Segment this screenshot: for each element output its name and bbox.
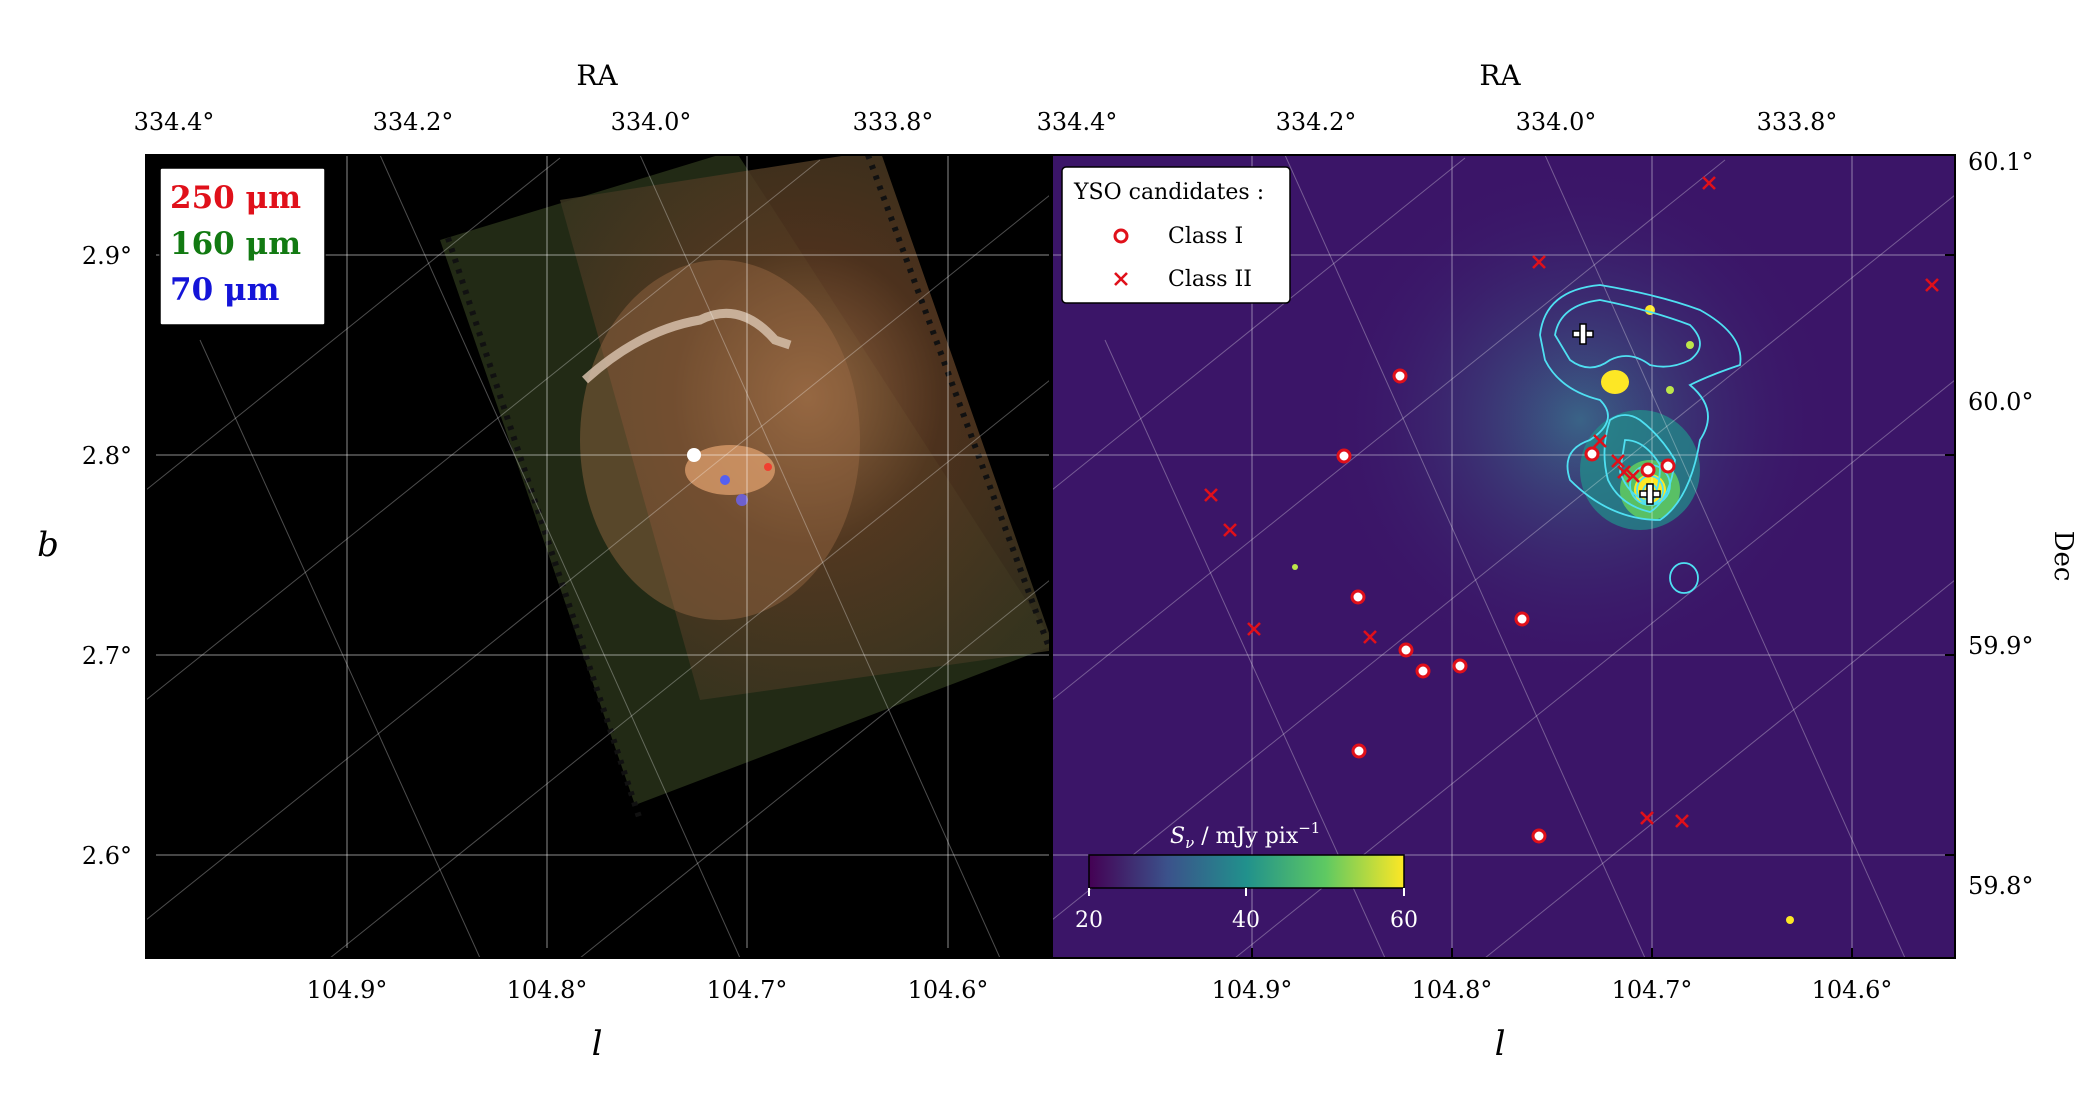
plus-marker bbox=[1639, 483, 1661, 505]
right-panel: YSO candidates : Class I Class II Sν / m… bbox=[1037, 59, 2078, 1064]
left-y-tick-3: 2.7° bbox=[82, 642, 132, 670]
class2-marker bbox=[1532, 255, 1546, 269]
legend-160um: 160 μm bbox=[170, 226, 301, 262]
class1-marker bbox=[1351, 743, 1367, 759]
source-markers bbox=[1572, 323, 1661, 505]
class1-legend-label: Class I bbox=[1168, 224, 1243, 249]
right-x-tick-1: 104.9° bbox=[1212, 976, 1293, 1004]
class1-marker bbox=[1531, 828, 1547, 844]
right-y-tick-2: 60.0° bbox=[1968, 388, 2033, 416]
left-y-tick-4: 2.6° bbox=[82, 842, 132, 870]
legend-70um: 70 μm bbox=[170, 272, 280, 308]
class1-marker bbox=[1392, 368, 1408, 384]
class2-marker bbox=[1675, 814, 1689, 828]
class2-legend-label: Class II bbox=[1168, 267, 1252, 292]
right-ticks bbox=[1251, 254, 1955, 958]
left-x-tick-4: 104.6° bbox=[908, 976, 989, 1004]
left-panel: 250 μm 160 μm 70 μm RA 334.4° 334.2° 334… bbox=[37, 59, 1051, 1064]
left-x-tick-3: 104.7° bbox=[707, 976, 788, 1004]
right-x-tick-2: 104.8° bbox=[1412, 976, 1493, 1004]
left-x-tick-1: 104.9° bbox=[307, 976, 388, 1004]
colorbar: Sν / mJy pix−1 20 40 60 bbox=[1075, 819, 1418, 933]
class2-marker bbox=[1925, 278, 1939, 292]
right-y-tick-4: 59.8° bbox=[1968, 872, 2033, 900]
class1-marker bbox=[1398, 642, 1414, 658]
class1-marker bbox=[1452, 658, 1468, 674]
left-top-tick-2: 334.2° bbox=[373, 108, 454, 136]
class2-marker bbox=[1247, 622, 1261, 636]
class2-marker bbox=[1204, 488, 1218, 502]
class1-marker bbox=[1660, 458, 1676, 474]
left-panel-frame bbox=[145, 154, 1051, 959]
right-y-tick-1: 60.1° bbox=[1968, 148, 2033, 176]
class1-marker bbox=[1640, 462, 1656, 478]
colorbar-tick-40: 40 bbox=[1232, 908, 1260, 933]
class2-marker bbox=[1593, 434, 1607, 448]
left-top-tick-4: 333.8° bbox=[853, 108, 934, 136]
class2-marker bbox=[1363, 630, 1377, 644]
yso-legend: YSO candidates : Class I Class II bbox=[1061, 166, 1291, 304]
right-x-tick-4: 104.6° bbox=[1812, 976, 1893, 1004]
right-y-axis-label: Dec bbox=[2048, 531, 2078, 582]
class2-marker bbox=[1617, 465, 1631, 479]
right-top-tick-4: 333.8° bbox=[1757, 108, 1838, 136]
class1-marker bbox=[1350, 589, 1366, 605]
right-top-axis-label: RA bbox=[1479, 59, 1521, 92]
class1-marker bbox=[1415, 663, 1431, 679]
class2-markers bbox=[1204, 176, 1939, 828]
right-y-tick-3: 59.9° bbox=[1968, 632, 2033, 660]
left-x-tick-2: 104.8° bbox=[507, 976, 588, 1004]
colorbar-tick-20: 20 bbox=[1075, 908, 1103, 933]
left-top-tick-1: 334.4° bbox=[134, 108, 215, 136]
left-y-axis-label: b bbox=[37, 525, 59, 565]
left-top-axis-label: RA bbox=[576, 59, 618, 92]
left-top-tick-3: 334.0° bbox=[611, 108, 692, 136]
plus-marker bbox=[1572, 323, 1594, 345]
class1-legend-marker bbox=[1113, 228, 1129, 244]
right-panel-frame bbox=[1051, 154, 1956, 959]
left-ticks bbox=[146, 154, 949, 958]
left-rgb-image bbox=[440, 155, 1050, 821]
class2-marker bbox=[1626, 469, 1640, 483]
right-top-tick-3: 334.0° bbox=[1516, 108, 1597, 136]
right-x-tick-3: 104.7° bbox=[1612, 976, 1693, 1004]
class2-marker bbox=[1702, 176, 1716, 190]
class1-marker bbox=[1514, 611, 1530, 627]
colorbar-tick-60: 60 bbox=[1390, 908, 1418, 933]
left-y-tick-1: 2.9° bbox=[82, 242, 132, 270]
left-x-axis-label: l bbox=[592, 1024, 603, 1064]
class2-marker bbox=[1223, 523, 1237, 537]
class1-marker bbox=[1336, 448, 1352, 464]
wavelength-legend: 250 μm 160 μm 70 μm bbox=[159, 167, 326, 326]
colorbar-gradient bbox=[1088, 854, 1405, 889]
right-x-axis-label: l bbox=[1495, 1024, 1506, 1064]
yso-legend-title: YSO candidates : bbox=[1073, 180, 1264, 205]
class1-markers bbox=[1336, 368, 1676, 844]
legend-250um: 250 μm bbox=[170, 180, 301, 216]
colorbar-label: Sν / mJy pix−1 bbox=[1170, 819, 1320, 852]
right-top-tick-2: 334.2° bbox=[1276, 108, 1357, 136]
class2-marker bbox=[1611, 454, 1625, 468]
left-y-tick-2: 2.8° bbox=[82, 442, 132, 470]
class2-legend-marker bbox=[1114, 272, 1128, 286]
class1-marker bbox=[1584, 446, 1600, 462]
class2-marker bbox=[1640, 811, 1654, 825]
right-top-tick-1: 334.4° bbox=[1037, 108, 1118, 136]
